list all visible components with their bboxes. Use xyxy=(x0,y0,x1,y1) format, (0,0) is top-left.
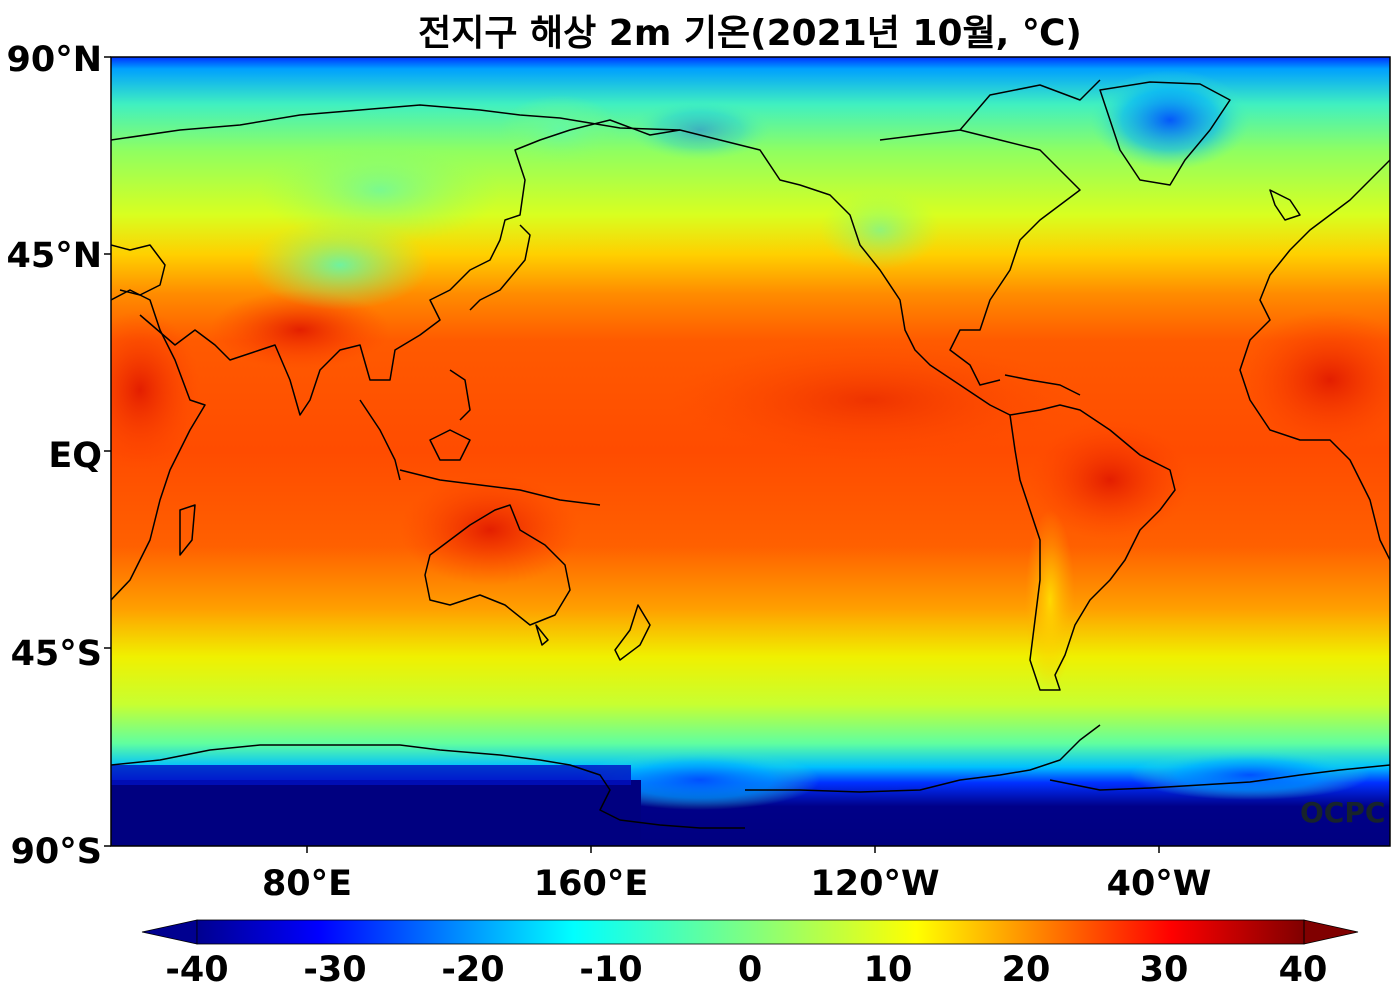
lat-label-45s: 45°S xyxy=(10,634,102,674)
lon-label-120w: 120°W xyxy=(810,864,940,904)
colorbar-tick-label: -40 xyxy=(165,950,229,990)
lat-label-90s: 90°S xyxy=(10,832,102,872)
lon-label-40w: 40°W xyxy=(1106,864,1212,904)
colorbar-tick-label: -20 xyxy=(441,950,505,990)
colorbar xyxy=(141,919,1359,945)
lat-label-90n: 90°N xyxy=(6,40,103,80)
axis-ticks xyxy=(104,56,1160,853)
colorbar-tick-label: 20 xyxy=(1001,950,1051,990)
colorbar-tick-label: 30 xyxy=(1139,950,1189,990)
lat-label-eq: EQ xyxy=(48,436,102,476)
lon-label-160e: 160°E xyxy=(533,864,649,904)
coastlines xyxy=(111,79,1390,829)
temperature-field xyxy=(111,57,1390,846)
lat-label-45n: 45°N xyxy=(6,236,103,276)
lon-label-80e: 80°E xyxy=(261,864,353,904)
colorbar-tick-label: -30 xyxy=(303,950,367,990)
colorbar-tick-label: 10 xyxy=(863,950,913,990)
colorbar-tick-label: 40 xyxy=(1278,950,1328,990)
map-title: 전지구 해상 2m 기온(2021년 10월, ℃) xyxy=(418,13,1082,54)
ocpc-watermark: OCPC xyxy=(1300,796,1386,829)
colorbar-tick-label: -10 xyxy=(579,950,643,990)
colorbar-tick-label: 0 xyxy=(737,950,763,990)
